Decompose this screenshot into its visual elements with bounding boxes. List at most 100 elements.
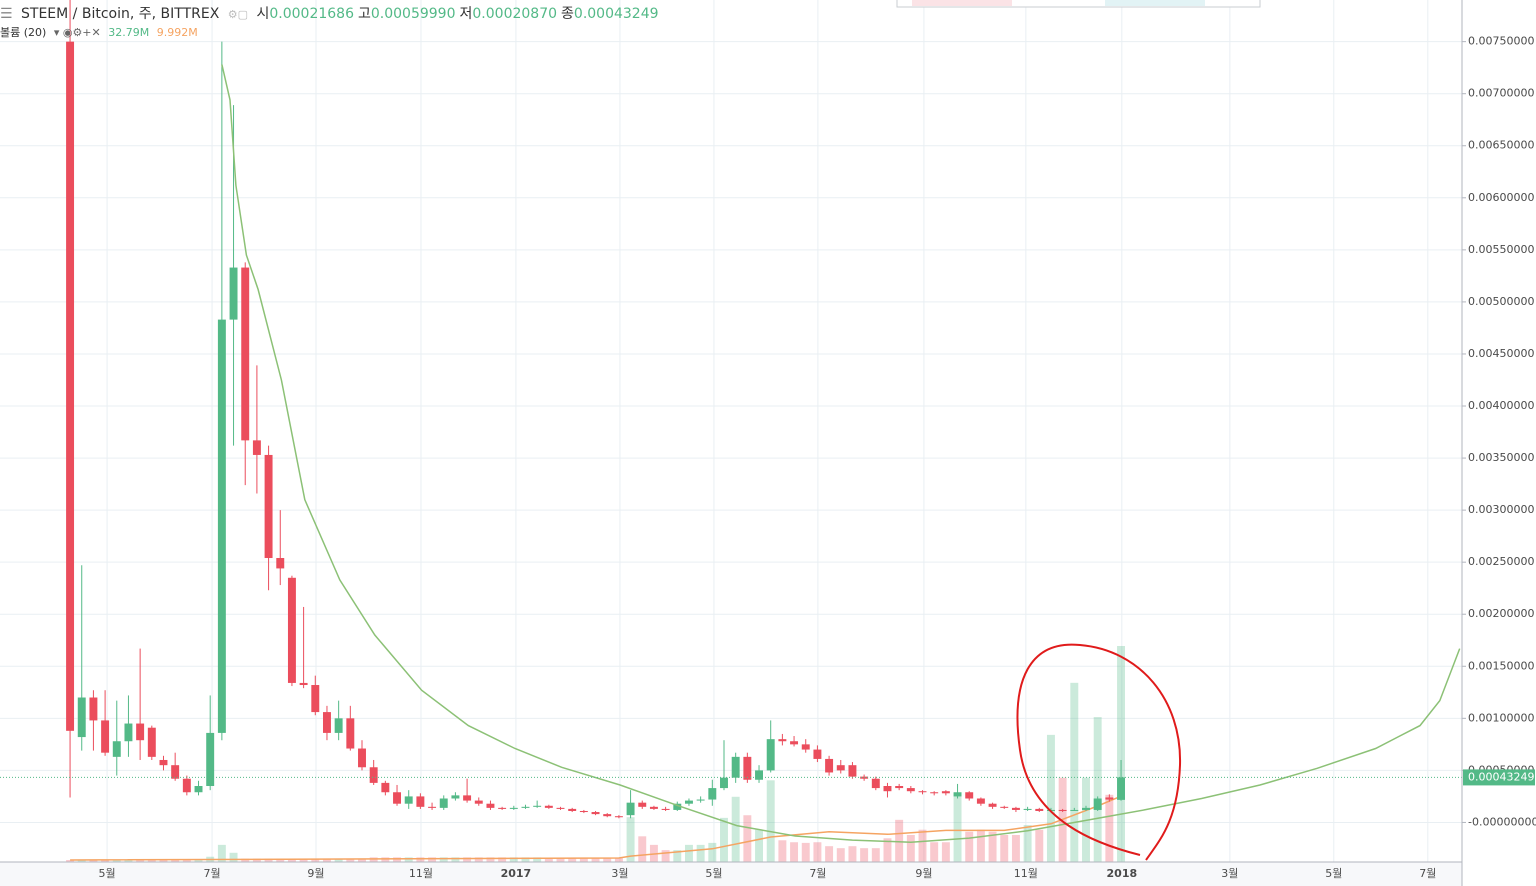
candle-body bbox=[101, 720, 110, 753]
candle-body bbox=[1117, 777, 1125, 800]
x-tick-label: 3월 bbox=[611, 867, 628, 880]
volume-bar bbox=[369, 857, 378, 862]
volume-bar bbox=[661, 850, 670, 862]
ohlc-value: 0.00059990 bbox=[370, 6, 456, 22]
x-tick-label: 7월 bbox=[809, 867, 826, 880]
candle-body bbox=[790, 741, 799, 745]
volume-bar bbox=[1023, 825, 1032, 862]
candle-body bbox=[474, 800, 483, 804]
ohlc-label: 종 bbox=[561, 6, 574, 22]
candle-body bbox=[684, 800, 693, 804]
volume-bar bbox=[287, 858, 296, 862]
x-tick-label: 5월 bbox=[99, 867, 116, 880]
volume-bar bbox=[77, 860, 86, 862]
volume-pane bbox=[66, 646, 1125, 862]
candle-body bbox=[311, 685, 320, 713]
volume-bar bbox=[1093, 717, 1102, 862]
volume-bar bbox=[89, 860, 98, 862]
volume-bar bbox=[720, 817, 728, 862]
candle-body bbox=[591, 812, 600, 815]
candle-body bbox=[918, 791, 927, 793]
volume-bar bbox=[568, 858, 577, 862]
volume-bar bbox=[614, 858, 623, 862]
candle-body bbox=[393, 792, 401, 804]
candle-body bbox=[451, 795, 460, 799]
candle-body bbox=[614, 816, 623, 818]
candle-body bbox=[66, 41, 75, 731]
symbol-title: STEEM / Bitcoin, 주, BITTREX bbox=[21, 6, 220, 22]
volume-bar bbox=[136, 860, 145, 862]
candle-body bbox=[813, 749, 822, 759]
volume-bar bbox=[918, 829, 927, 862]
candle-body bbox=[147, 727, 156, 757]
candle-body bbox=[1082, 807, 1090, 810]
volume-bar bbox=[264, 858, 273, 862]
y-tick-label: 0.00350000 bbox=[1468, 451, 1534, 464]
y-tick-label: 0.00400000 bbox=[1468, 399, 1534, 412]
candle-body bbox=[720, 777, 728, 789]
volume-bar bbox=[451, 857, 460, 862]
candle-body bbox=[439, 798, 448, 808]
candle-body bbox=[498, 807, 507, 809]
y-tick-label: 0.00550000 bbox=[1468, 243, 1534, 256]
volume-bar bbox=[544, 858, 553, 862]
candle-body bbox=[159, 759, 168, 766]
candle-body bbox=[930, 792, 939, 794]
y-tick-label: 0.00250000 bbox=[1468, 555, 1534, 568]
ohlc-legend: 시0.00021686 고0.00059990 저0.00020870 종0.0004… bbox=[256, 6, 662, 22]
candle-body bbox=[217, 319, 226, 733]
candle-body bbox=[171, 765, 180, 779]
candle-body bbox=[486, 803, 495, 808]
volume-bar bbox=[393, 857, 401, 862]
candle-body bbox=[1023, 808, 1032, 810]
y-tick-label: 0.00450000 bbox=[1468, 347, 1534, 360]
candle-body bbox=[883, 786, 892, 792]
y-tick-label: 0.00300000 bbox=[1468, 503, 1534, 516]
candle-body bbox=[1105, 797, 1114, 800]
y-tick-label: 0.00500000 bbox=[1468, 295, 1534, 308]
toolbar-popup-cell bbox=[912, 0, 1012, 6]
candle-body bbox=[229, 267, 238, 320]
volume-bar bbox=[498, 857, 507, 862]
candle-body bbox=[369, 767, 378, 783]
y-tick-label: 0.00200000 bbox=[1468, 607, 1534, 620]
candle-body bbox=[112, 741, 121, 757]
candle-body bbox=[521, 806, 530, 808]
last-price-label: 0.00043249 bbox=[1468, 770, 1534, 783]
candle-body bbox=[778, 739, 787, 742]
volume-title[interactable]: 볼륨 (20) bbox=[0, 26, 47, 39]
candle-body bbox=[1011, 807, 1020, 810]
candle-body bbox=[1093, 798, 1102, 810]
x-tick-label: 2017 bbox=[501, 867, 532, 880]
ohlc-label: 저 bbox=[459, 6, 473, 22]
header-icons[interactable]: ⚙▢ bbox=[227, 8, 249, 21]
x-tick-label: 3월 bbox=[1221, 867, 1238, 880]
candle-body bbox=[89, 697, 98, 721]
candle-body bbox=[533, 805, 542, 807]
menu-icon[interactable]: ☰ bbox=[0, 6, 13, 22]
volume-bar bbox=[521, 857, 530, 862]
candle-body bbox=[603, 814, 612, 817]
volume-bar bbox=[311, 858, 320, 862]
volume-bar bbox=[836, 848, 845, 862]
volume-icons[interactable]: ▾ ◉⚙+✕ bbox=[53, 26, 101, 39]
candle-body bbox=[988, 803, 997, 807]
candle-body bbox=[895, 786, 904, 789]
volume-bar bbox=[101, 860, 110, 862]
volume-bar bbox=[463, 857, 472, 862]
volume-legend: 볼륨 (20) ▾ ◉⚙+✕ 32.79M 9.992M bbox=[0, 24, 202, 40]
ohlc-label: 고 bbox=[357, 6, 371, 22]
candle-body bbox=[626, 802, 635, 816]
x-tick-label: 2018 bbox=[1107, 867, 1138, 880]
annotation-circle bbox=[1016, 643, 1182, 861]
x-axis-area bbox=[0, 862, 1462, 886]
volume-bar bbox=[229, 852, 238, 862]
ohlc-value: 0.00020870 bbox=[472, 6, 558, 22]
candle-body bbox=[976, 798, 985, 804]
candle-body bbox=[743, 756, 752, 780]
candle-body bbox=[568, 808, 577, 811]
volume-bar bbox=[883, 838, 892, 862]
candle-body bbox=[731, 756, 740, 778]
toolbar-popup bbox=[896, 0, 1261, 8]
volume-value: 32.79M bbox=[108, 26, 150, 39]
